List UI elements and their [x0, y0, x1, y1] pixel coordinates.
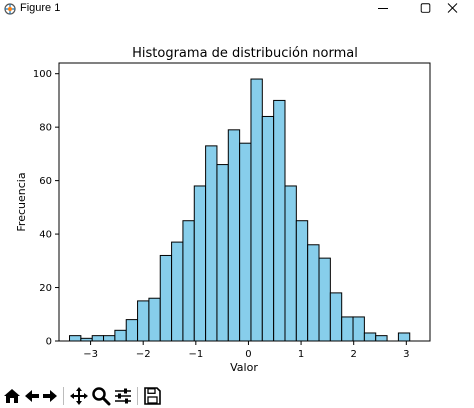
navigation-toolbar — [0, 384, 474, 408]
toolbar-separator — [63, 387, 64, 405]
histogram-bar — [250, 78, 263, 342]
back-icon[interactable] — [22, 386, 42, 406]
configure-subplots-icon[interactable] — [113, 386, 133, 406]
pan-icon[interactable] — [69, 386, 89, 406]
histogram-bar — [352, 316, 365, 342]
y-tick-label: 40 — [39, 230, 52, 241]
zoom-icon[interactable] — [91, 386, 111, 406]
bars-group — [69, 78, 411, 342]
figure-app-icon — [4, 3, 16, 15]
x-tick-label: 1 — [298, 349, 304, 360]
save-icon[interactable] — [142, 386, 162, 406]
chart-title: Histograma de distribución normal — [132, 46, 358, 61]
histogram-figure: Histograma de distribución normal −3 −2 −1… — [15, 46, 431, 374]
x-tick-label: 2 — [351, 349, 357, 360]
histogram-bar — [125, 319, 139, 342]
y-tick-label: 0 — [46, 337, 52, 348]
histogram-bar — [227, 129, 241, 342]
histogram-bar — [295, 220, 309, 342]
histogram-bar — [171, 241, 184, 342]
histogram-bar — [397, 332, 411, 342]
histogram-bar — [182, 220, 195, 342]
histogram-bar — [375, 335, 388, 342]
histogram-bar — [114, 329, 127, 342]
x-tick-label: −1 — [188, 349, 203, 360]
histogram-bar — [205, 145, 218, 342]
histogram-bar — [193, 185, 207, 342]
histogram-bar — [216, 164, 229, 342]
y-axis-ticks: 0 20 40 60 80 100 — [33, 69, 59, 348]
y-axis-label: Frecuencia — [15, 172, 28, 231]
histogram-bar — [69, 335, 82, 342]
histogram-bar — [159, 254, 173, 342]
maximize-icon[interactable] — [404, 0, 448, 17]
histogram-bar — [329, 292, 343, 342]
histogram-bar — [103, 335, 116, 342]
home-icon[interactable] — [2, 386, 22, 406]
histogram-bar — [91, 335, 105, 342]
y-tick-label: 20 — [39, 283, 52, 294]
y-tick-label: 100 — [33, 69, 52, 80]
histogram-bar — [284, 185, 297, 342]
histogram-bar — [341, 316, 354, 342]
x-tick-label: −2 — [136, 349, 151, 360]
histogram-bar — [148, 297, 161, 342]
x-axis-ticks: −3 −2 −1 0 1 2 3 — [83, 341, 410, 360]
histogram-bar — [261, 115, 275, 342]
toolbar-separator — [137, 387, 138, 405]
close-icon[interactable] — [432, 0, 474, 17]
histogram-bar — [363, 332, 377, 342]
histogram-bar — [307, 244, 320, 342]
forward-icon[interactable] — [40, 386, 60, 406]
y-tick-label: 60 — [39, 176, 52, 187]
histogram-bar — [273, 99, 286, 342]
y-tick-label: 80 — [39, 123, 52, 134]
minimize-icon[interactable] — [360, 0, 406, 17]
x-tick-label: 3 — [403, 349, 409, 360]
histogram-bar — [239, 142, 252, 342]
window-title-bar: Figure 1 — [0, 0, 474, 17]
axes-frame — [58, 62, 431, 342]
x-tick-label: 0 — [245, 349, 251, 360]
x-tick-label: −3 — [83, 349, 98, 360]
histogram-bar — [137, 300, 150, 342]
x-axis-label: Valor — [230, 361, 258, 374]
histogram-bar — [318, 257, 331, 342]
window-title: Figure 1 — [20, 2, 61, 14]
